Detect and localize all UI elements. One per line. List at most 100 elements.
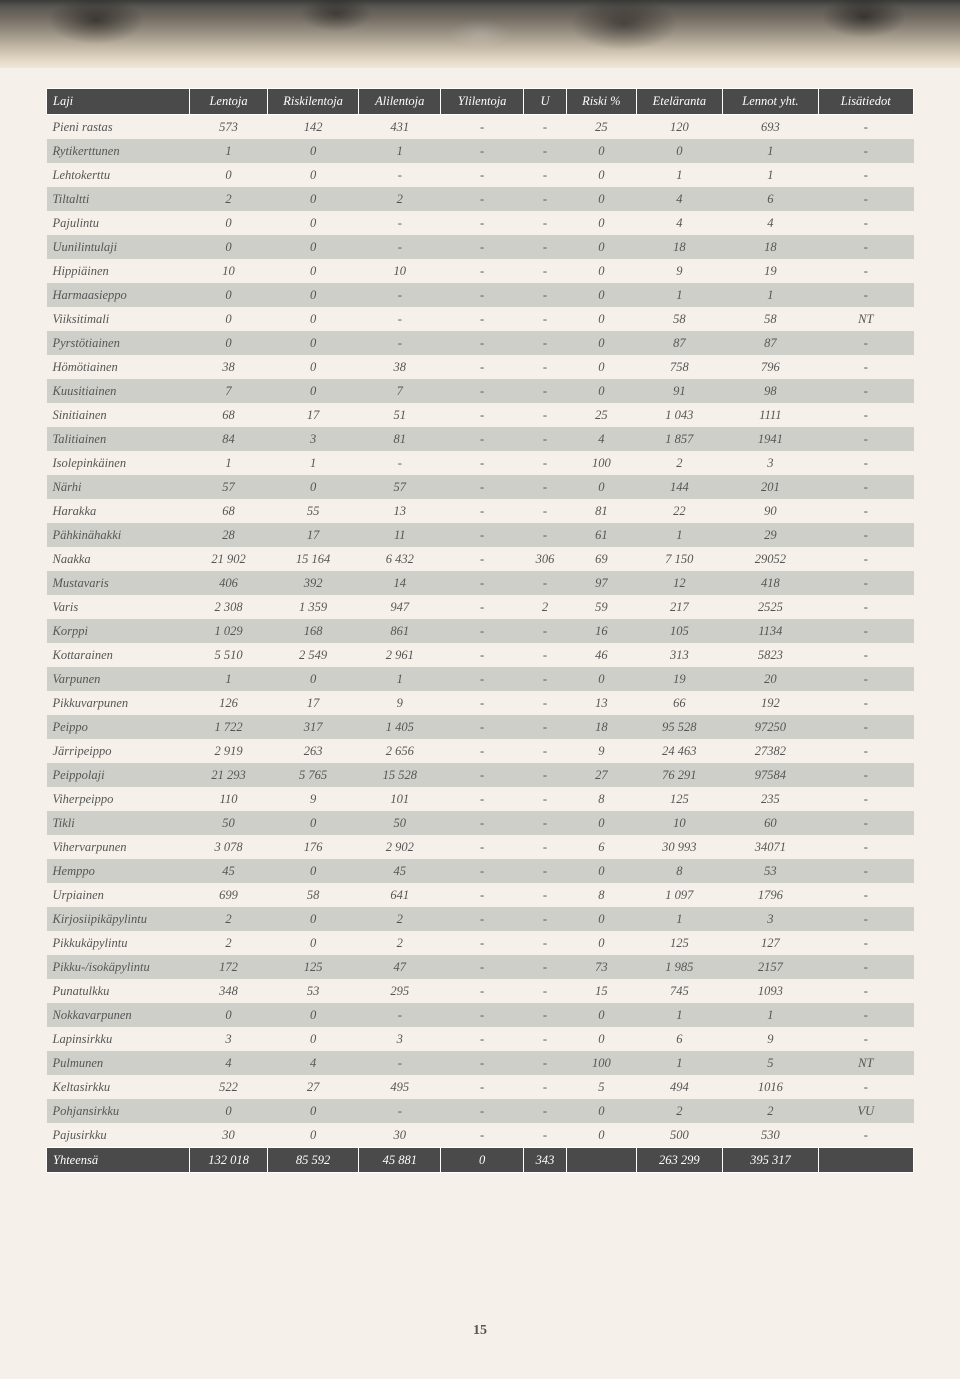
value-cell: 81 bbox=[359, 427, 441, 451]
value-cell: 494 bbox=[636, 1075, 723, 1099]
value-cell: 9 bbox=[268, 787, 359, 811]
value-cell: - bbox=[523, 163, 566, 187]
value-cell: 4 bbox=[190, 1051, 268, 1075]
value-cell: 1 857 bbox=[636, 427, 723, 451]
value-cell: 418 bbox=[723, 571, 818, 595]
value-cell: 0 bbox=[567, 907, 636, 931]
value-cell: 2 bbox=[523, 595, 566, 619]
value-cell: - bbox=[441, 355, 523, 379]
species-cell: Varpunen bbox=[47, 667, 190, 691]
table-row: Pajusirkku30030--0500530- bbox=[47, 1123, 914, 1148]
value-cell: - bbox=[523, 259, 566, 283]
value-cell: - bbox=[523, 1099, 566, 1123]
value-cell: - bbox=[818, 691, 913, 715]
value-cell: 13 bbox=[567, 691, 636, 715]
value-cell: - bbox=[441, 859, 523, 883]
species-cell: Lehtokerttu bbox=[47, 163, 190, 187]
value-cell: - bbox=[441, 547, 523, 571]
value-cell: 0 bbox=[268, 331, 359, 355]
table-body: Pieni rastas573142431--25120693-Rytikert… bbox=[47, 115, 914, 1173]
species-cell: Kuusitiainen bbox=[47, 379, 190, 403]
col-header: Alilentoja bbox=[359, 89, 441, 115]
value-cell: - bbox=[818, 259, 913, 283]
value-cell: 0 bbox=[567, 331, 636, 355]
value-cell: 7 bbox=[359, 379, 441, 403]
value-cell: 235 bbox=[723, 787, 818, 811]
value-cell: 3 bbox=[190, 1027, 268, 1051]
table-row: Pikku-/isokäpylintu17212547--731 9852157… bbox=[47, 955, 914, 979]
value-cell: - bbox=[359, 163, 441, 187]
value-cell: 2 bbox=[359, 187, 441, 211]
species-cell: Rytikerttunen bbox=[47, 139, 190, 163]
table-row: Pähkinähakki281711--61129- bbox=[47, 523, 914, 547]
table-row: Järripeippo2 9192632 656--924 46327382- bbox=[47, 739, 914, 763]
value-cell: 0 bbox=[268, 811, 359, 835]
value-cell: 0 bbox=[567, 283, 636, 307]
value-cell: 46 bbox=[567, 643, 636, 667]
value-cell: - bbox=[523, 763, 566, 787]
value-cell: 9 bbox=[723, 1027, 818, 1051]
value-cell: 0 bbox=[567, 139, 636, 163]
value-cell: 68 bbox=[190, 499, 268, 523]
table-row: Keltasirkku52227495--54941016- bbox=[47, 1075, 914, 1099]
value-cell: 0 bbox=[268, 307, 359, 331]
col-header: Lisätiedot bbox=[818, 89, 913, 115]
table-row: Varis2 3081 359947-2592172525- bbox=[47, 595, 914, 619]
value-cell: 0 bbox=[268, 859, 359, 883]
total-value bbox=[567, 1148, 636, 1173]
value-cell: 2 549 bbox=[268, 643, 359, 667]
value-cell: 142 bbox=[268, 115, 359, 140]
value-cell: 392 bbox=[268, 571, 359, 595]
value-cell: 201 bbox=[723, 475, 818, 499]
value-cell: - bbox=[441, 787, 523, 811]
species-cell: Isolepinkäinen bbox=[47, 451, 190, 475]
species-cell: Pähkinähakki bbox=[47, 523, 190, 547]
table-row: Urpiainen69958641--81 0971796- bbox=[47, 883, 914, 907]
value-cell: 6 bbox=[567, 835, 636, 859]
col-header: Ylilentoja bbox=[441, 89, 523, 115]
value-cell: - bbox=[818, 499, 913, 523]
value-cell: 17 bbox=[268, 691, 359, 715]
table-row: Kuusitiainen707--09198- bbox=[47, 379, 914, 403]
value-cell: - bbox=[441, 883, 523, 907]
value-cell: - bbox=[523, 691, 566, 715]
value-cell: 947 bbox=[359, 595, 441, 619]
value-cell: 38 bbox=[359, 355, 441, 379]
value-cell: 406 bbox=[190, 571, 268, 595]
value-cell: 15 164 bbox=[268, 547, 359, 571]
species-cell: Kirjosiipikäpylintu bbox=[47, 907, 190, 931]
value-cell: - bbox=[523, 139, 566, 163]
value-cell: 125 bbox=[636, 931, 723, 955]
value-cell: - bbox=[818, 355, 913, 379]
value-cell: 796 bbox=[723, 355, 818, 379]
value-cell: - bbox=[441, 451, 523, 475]
value-cell: - bbox=[818, 763, 913, 787]
value-cell: 0 bbox=[268, 355, 359, 379]
value-cell: 59 bbox=[567, 595, 636, 619]
value-cell: - bbox=[818, 859, 913, 883]
value-cell: 0 bbox=[567, 259, 636, 283]
value-cell: - bbox=[441, 739, 523, 763]
total-value: 45 881 bbox=[359, 1148, 441, 1173]
value-cell: 2 bbox=[723, 1099, 818, 1123]
value-cell: 1 bbox=[636, 523, 723, 547]
value-cell: 1 bbox=[359, 139, 441, 163]
species-cell: Pajusirkku bbox=[47, 1123, 190, 1148]
value-cell: 10 bbox=[359, 259, 441, 283]
table-row: Rytikerttunen101--001- bbox=[47, 139, 914, 163]
value-cell: - bbox=[818, 475, 913, 499]
value-cell: 66 bbox=[636, 691, 723, 715]
value-cell: - bbox=[818, 451, 913, 475]
value-cell: - bbox=[523, 619, 566, 643]
value-cell: 0 bbox=[268, 1027, 359, 1051]
value-cell: 5 bbox=[723, 1051, 818, 1075]
value-cell: 3 bbox=[268, 427, 359, 451]
value-cell: 100 bbox=[567, 451, 636, 475]
value-cell: - bbox=[818, 715, 913, 739]
value-cell: - bbox=[359, 1003, 441, 1027]
value-cell: - bbox=[523, 499, 566, 523]
species-cell: Järripeippo bbox=[47, 739, 190, 763]
value-cell: 2 308 bbox=[190, 595, 268, 619]
species-cell: Hömötiainen bbox=[47, 355, 190, 379]
value-cell: 100 bbox=[567, 1051, 636, 1075]
